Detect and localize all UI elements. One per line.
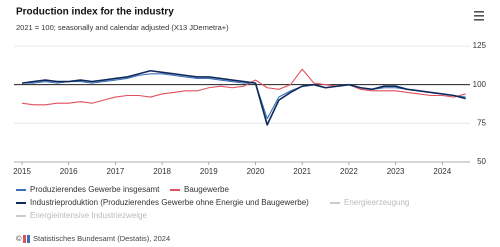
x-tick-label: 2018 — [153, 167, 171, 176]
y-tick-label: 50 — [477, 157, 486, 166]
series-line — [21, 68, 466, 106]
x-tick-label: 2017 — [107, 167, 125, 176]
menu-icon[interactable] — [474, 11, 484, 21]
legend-label-inactive[interactable]: Energieerzeugung — [344, 198, 409, 207]
x-tick-label: 2023 — [387, 167, 405, 176]
footer: Statistisches Bundesamt (Destatis), 2024 — [33, 234, 170, 243]
x-tick-label: 2020 — [247, 167, 265, 176]
x-tick-label: 2015 — [13, 167, 31, 176]
x-tick-label: 2016 — [60, 167, 78, 176]
x-tick-label: 2024 — [433, 167, 451, 176]
y-tick-label: 75 — [477, 118, 486, 127]
logo: © — [16, 234, 30, 243]
chart-subtitle: 2021 = 100; seasonally and calendar adju… — [16, 23, 229, 32]
y-tick-label: 100 — [473, 80, 487, 89]
x-tick-label: 2021 — [293, 167, 311, 176]
legend-label[interactable]: Produzierendes Gewerbe insgesamt — [30, 185, 160, 194]
legend-label-inactive[interactable]: Energieintensive Industriezweige — [30, 211, 148, 220]
x-tick-label: 2022 — [340, 167, 358, 176]
svg-text:©: © — [16, 234, 22, 243]
y-tick-label: 125 — [473, 41, 487, 50]
series-line — [21, 69, 466, 126]
x-tick-label: 2019 — [200, 167, 218, 176]
legend-label[interactable]: Baugewerbe — [184, 185, 229, 194]
chart-title: Production index for the industry — [16, 7, 174, 18]
legend-label[interactable]: Industrieproduktion (Produzierendes Gewe… — [30, 198, 309, 207]
series-line — [22, 73, 466, 120]
